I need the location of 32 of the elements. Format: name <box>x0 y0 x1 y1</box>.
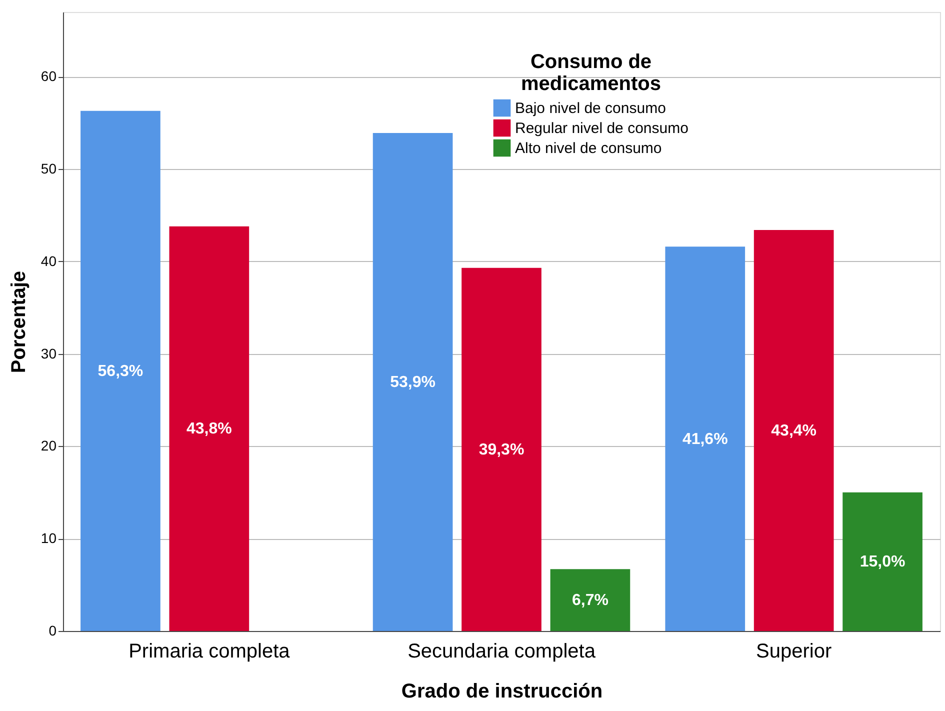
bar <box>842 492 922 631</box>
bar <box>169 226 250 631</box>
data-label: 6,7% <box>572 592 608 610</box>
bar <box>80 110 160 631</box>
y-tick-label: 60 <box>40 68 57 84</box>
data-label: 41,6% <box>682 430 728 448</box>
bar <box>665 246 746 631</box>
data-label: 43,4% <box>771 422 817 440</box>
data-label: 43,8% <box>186 420 232 438</box>
y-tick-label: 30 <box>40 345 57 362</box>
bar <box>754 230 834 631</box>
y-tick-label: 20 <box>40 438 57 454</box>
bar <box>372 133 453 631</box>
data-label: 15,0% <box>860 554 906 571</box>
data-label: 56,3% <box>98 362 144 380</box>
y-tick-label: 10 <box>40 530 57 546</box>
data-label: 39,3% <box>478 441 524 458</box>
legend-label: Regular nivel de consumo <box>515 120 688 137</box>
y-axis-title: Porcentaje <box>8 270 30 374</box>
y-tick-label: 0 <box>48 622 57 638</box>
y-tick-label: 40 <box>40 252 57 269</box>
x-tick-label: Primaria completa <box>128 640 291 662</box>
x-tick-label: Secundaria completa <box>408 640 596 662</box>
bar <box>462 268 542 631</box>
data-label: 53,9% <box>390 374 436 392</box>
legend-label: Bajo nivel de consumo <box>515 100 666 117</box>
x-axis-title: Grado de instrucción <box>401 680 603 702</box>
legend-title: Consumo de medicamentos <box>520 51 662 95</box>
y-tick-label: 50 <box>40 160 57 177</box>
bar <box>550 569 630 631</box>
legend-label: Alto nivel de consumo <box>515 140 662 157</box>
x-tick-label: Superior <box>756 640 832 662</box>
